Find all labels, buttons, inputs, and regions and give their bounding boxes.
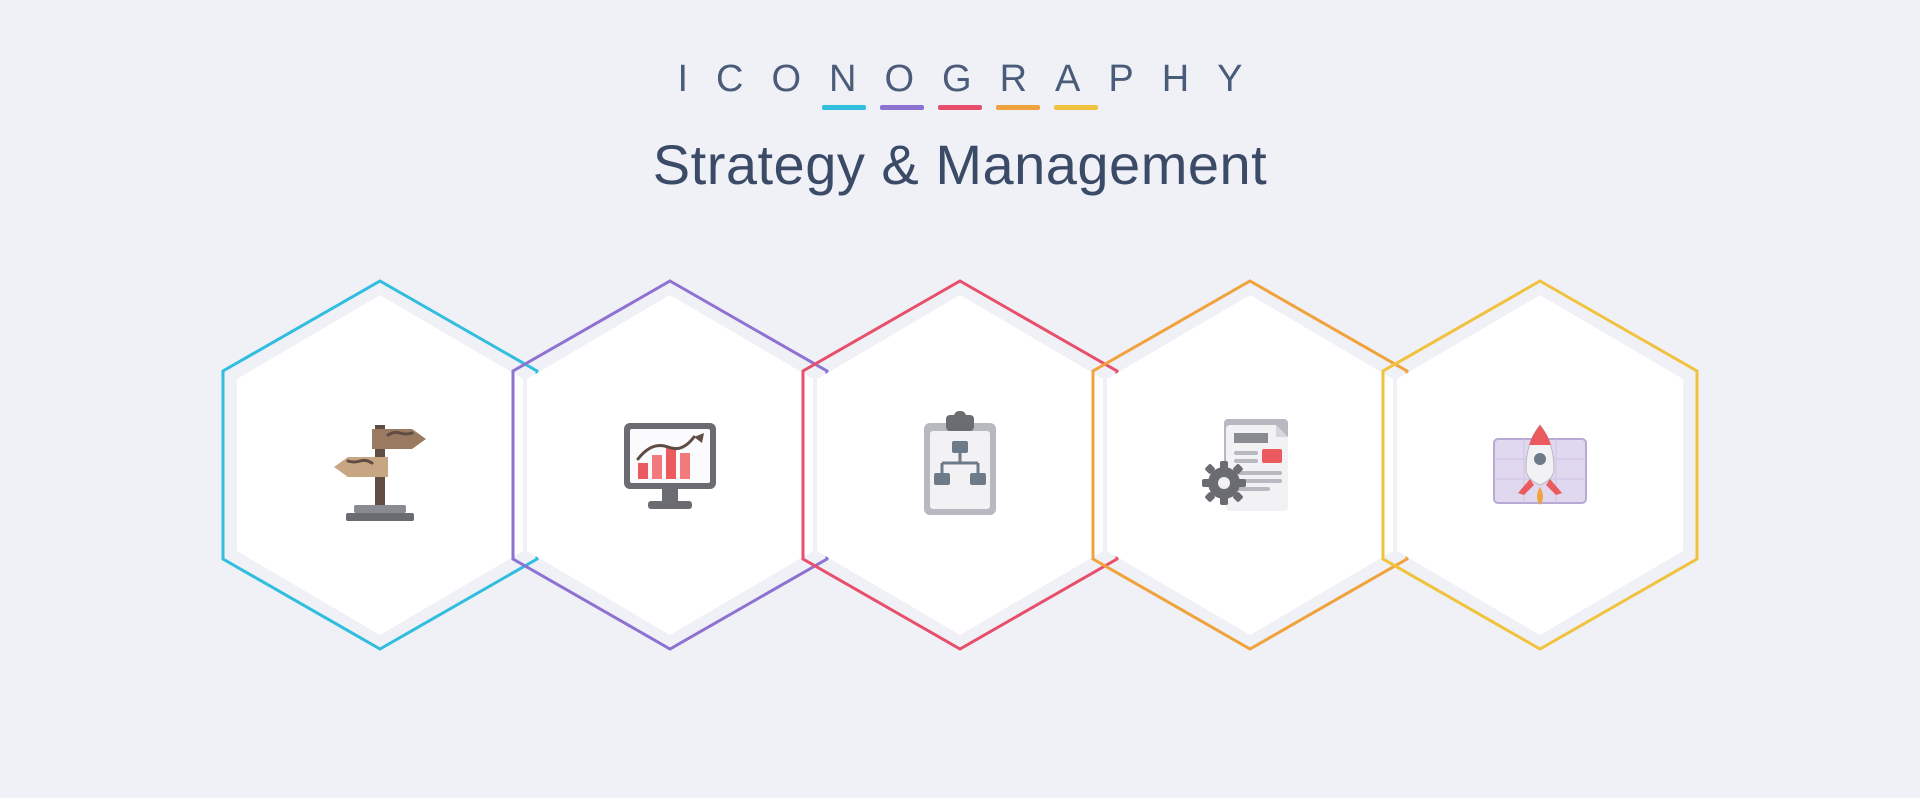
underline-seg-1 (822, 105, 866, 110)
header: ICONOGRAPHY Strategy & Management (649, 58, 1270, 197)
brand-underline (649, 105, 1270, 110)
brand-title: ICONOGRAPHY (677, 58, 1270, 101)
hex-tile-2 (505, 275, 835, 655)
hex-tile-4 (1085, 275, 1415, 655)
page-subtitle: Strategy & Management (649, 132, 1270, 197)
document-gear-icon (1175, 390, 1325, 540)
hex-tile-5 (1375, 275, 1705, 655)
underline-seg-3 (938, 105, 982, 110)
hexagon-row (215, 275, 1705, 655)
rocket-plan-icon (1465, 390, 1615, 540)
hex-tile-3 (795, 275, 1125, 655)
underline-seg-4 (996, 105, 1040, 110)
clipboard-flow-icon (885, 390, 1035, 540)
signpost-icon (305, 390, 455, 540)
underline-seg-2 (880, 105, 924, 110)
underline-seg-5 (1054, 105, 1098, 110)
hex-tile-1 (215, 275, 545, 655)
analytics-screen-icon (595, 390, 745, 540)
